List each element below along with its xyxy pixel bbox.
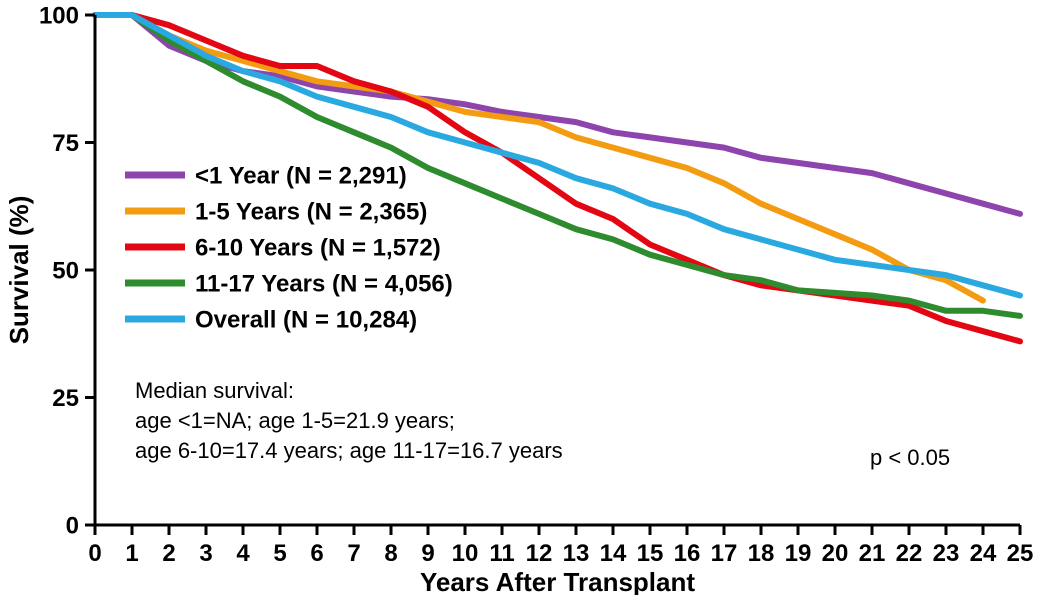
x-tick-label: 11 [489, 540, 514, 567]
x-tick-label: 16 [674, 540, 701, 567]
legend-label: 11-17 Years (N = 4,056) [195, 270, 453, 297]
x-tick-label: 19 [785, 540, 812, 567]
x-tick-label: 5 [273, 540, 286, 567]
x-tick-label: 6 [310, 540, 323, 567]
x-axis-title: Years After Transplant [420, 567, 695, 595]
x-tick-label: 8 [384, 540, 397, 567]
x-tick-label: 24 [970, 540, 997, 567]
y-tick-label: 25 [52, 385, 79, 412]
x-tick-label: 25 [1007, 540, 1034, 567]
x-tick-label: 9 [421, 540, 434, 567]
median-annotation-line: Median survival: [135, 378, 294, 403]
x-tick-label: 21 [859, 540, 886, 567]
median-annotation-line: age <1=NA; age 1-5=21.9 years; [135, 408, 455, 433]
x-tick-label: 20 [822, 540, 849, 567]
chart-svg: 0123456789101112131415161718192021222324… [0, 0, 1050, 595]
x-tick-label: 18 [748, 540, 775, 567]
y-tick-label: 0 [66, 512, 79, 539]
x-tick-label: 3 [199, 540, 212, 567]
x-tick-label: 7 [347, 540, 360, 567]
x-tick-label: 14 [600, 540, 627, 567]
legend-label: <1 Year (N = 2,291) [195, 162, 407, 189]
x-tick-label: 4 [236, 540, 250, 567]
y-tick-label: 50 [52, 257, 79, 284]
y-tick-label: 100 [39, 2, 79, 29]
survival-chart: 0123456789101112131415161718192021222324… [0, 0, 1050, 595]
legend-label: 6-10 Years (N = 1,572) [195, 234, 441, 261]
legend-label: Overall (N = 10,284) [195, 306, 417, 333]
y-tick-label: 75 [52, 130, 79, 157]
x-tick-label: 15 [637, 540, 664, 567]
pvalue-annotation: p < 0.05 [870, 445, 950, 470]
x-tick-label: 13 [563, 540, 590, 567]
legend-label: 1-5 Years (N = 2,365) [195, 198, 427, 225]
median-annotation-line: age 6-10=17.4 years; age 11-17=16.7 year… [135, 438, 563, 463]
x-tick-label: 1 [125, 540, 138, 567]
x-tick-label: 23 [933, 540, 960, 567]
x-tick-label: 12 [526, 540, 553, 567]
x-tick-label: 0 [88, 540, 101, 567]
x-tick-label: 10 [452, 540, 479, 567]
x-tick-label: 22 [896, 540, 923, 567]
y-axis-title: Survival (%) [4, 196, 34, 345]
x-tick-label: 2 [162, 540, 175, 567]
x-tick-label: 17 [711, 540, 738, 567]
